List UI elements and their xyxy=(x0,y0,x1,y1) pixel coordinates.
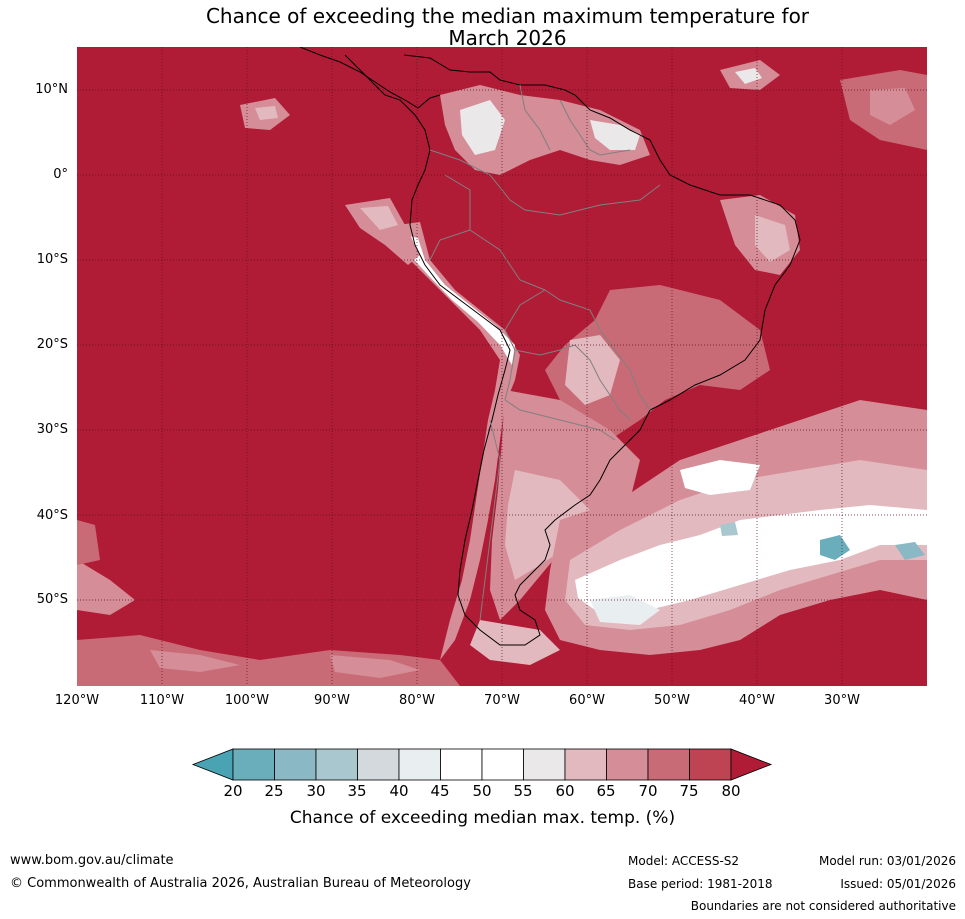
colorbar-tick-30: 30 xyxy=(306,782,326,800)
colorbar-tick-35: 35 xyxy=(347,782,367,800)
atlantic-white xyxy=(575,505,927,612)
model-info: Model: ACCESS-S2 xyxy=(628,854,740,868)
colorbar-segment xyxy=(232,748,275,781)
anomaly-patches xyxy=(77,60,927,686)
colorbar-tick-20: 20 xyxy=(223,782,243,800)
south-tip-patch xyxy=(470,620,560,665)
atlantic-blue xyxy=(820,535,850,560)
lat-label-30s: 30°S xyxy=(36,422,68,437)
website-link[interactable]: www.bom.gov.au/climate xyxy=(10,853,174,868)
central-america-coast xyxy=(299,47,441,109)
colorbar-extend-low xyxy=(191,748,234,781)
colorbar-label: Chance of exceeding median max. temp. (%… xyxy=(289,808,676,828)
colorbar-segment xyxy=(315,748,358,781)
lon-label-60w: 60°W xyxy=(569,693,605,708)
graticule xyxy=(77,47,927,686)
colorbar-tick-25: 25 xyxy=(264,782,284,800)
colorbar-extend-high xyxy=(730,748,773,781)
colorbar-tick-45: 45 xyxy=(430,782,450,800)
country-borders xyxy=(429,84,661,621)
central-light xyxy=(565,335,620,405)
colorbar-segment xyxy=(274,748,317,781)
colorbar-tick-40: 40 xyxy=(389,782,409,800)
atlantic-grey xyxy=(590,595,660,625)
lon-label-50w: 50°W xyxy=(654,693,690,708)
colorbar-segment xyxy=(440,748,483,781)
lon-label-70w: 70°W xyxy=(484,693,520,708)
pacific-s-light-2 xyxy=(330,655,420,678)
north-white-patch xyxy=(460,100,505,155)
lon-label-120w: 120°W xyxy=(54,693,100,708)
colorbar-tick-50: 50 xyxy=(472,782,492,800)
pacific-patch-2-light xyxy=(360,206,398,230)
atlantic-white-2 xyxy=(680,460,760,495)
pacific-sw-patch xyxy=(77,560,135,615)
disclaimer-text: Boundaries are not considered authoritat… xyxy=(690,899,956,913)
colorbar-tick-70: 70 xyxy=(638,782,658,800)
guiana-patch xyxy=(590,120,640,150)
copyright-text: © Commonwealth of Australia 2026, Austra… xyxy=(10,876,471,891)
colorbar-segment xyxy=(689,748,732,781)
colorbar-segment xyxy=(606,748,649,781)
colorbar-tick-75: 75 xyxy=(679,782,699,800)
atlantic-blue-3 xyxy=(720,522,738,536)
e-atlantic-light xyxy=(870,88,915,125)
ne-atlantic-light xyxy=(735,68,762,84)
lon-label-40w: 40°W xyxy=(739,693,775,708)
atlantic-blue-2 xyxy=(895,542,925,560)
central-patch xyxy=(545,285,770,440)
map-title-line-1: Chance of exceeding the median maximum t… xyxy=(205,4,810,28)
ne-brazil-light xyxy=(755,215,790,262)
colorbar-tick-80: 80 xyxy=(721,782,741,800)
lat-label-0: 0° xyxy=(53,167,68,182)
map-title-line-2: March 2026 xyxy=(448,26,567,50)
colorbar xyxy=(191,748,773,781)
colorbar-tick-60: 60 xyxy=(555,782,575,800)
colorbar-segment xyxy=(481,748,524,781)
lat-label-10n: 10°N xyxy=(35,82,68,97)
lon-label-30w: 30°W xyxy=(824,693,860,708)
lon-label-90w: 90°W xyxy=(314,693,350,708)
pacific-patch-2 xyxy=(345,198,420,265)
lat-label-50s: 50°S xyxy=(36,592,68,607)
forecast-map xyxy=(77,47,927,686)
model-run-info: Model run: 03/01/2026 xyxy=(818,854,956,868)
lat-label-20s: 20°S xyxy=(36,337,68,352)
colorbar-segment xyxy=(398,748,441,781)
lon-label-110w: 110°W xyxy=(139,693,185,708)
lat-label-10s: 10°S xyxy=(36,252,68,267)
colorbar-segment xyxy=(647,748,690,781)
colorbar-segment xyxy=(523,748,566,781)
lat-label-40s: 40°S xyxy=(36,508,68,523)
colorbar-tick-55: 55 xyxy=(513,782,533,800)
colorbar-segment xyxy=(564,748,607,781)
pacific-s-light xyxy=(150,650,240,672)
base-period-info: Base period: 1981-2018 xyxy=(628,877,773,891)
pacific-sw-patch-2 xyxy=(77,520,100,565)
lon-label-100w: 100°W xyxy=(224,693,270,708)
pacific-patch-1-light xyxy=(255,106,278,120)
colorbar-tick-65: 65 xyxy=(596,782,616,800)
lon-label-80w: 80°W xyxy=(399,693,435,708)
argentina-light xyxy=(505,470,590,580)
issued-info: Issued: 05/01/2026 xyxy=(840,877,956,891)
colorbar-segment xyxy=(357,748,400,781)
